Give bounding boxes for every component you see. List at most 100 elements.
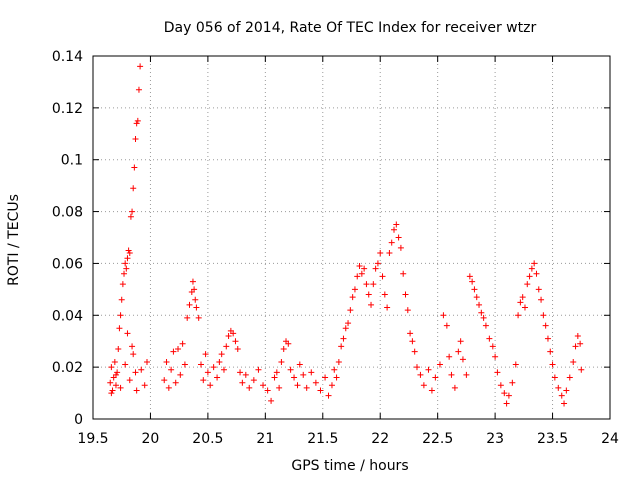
data-point bbox=[356, 263, 363, 270]
data-point bbox=[168, 366, 175, 373]
plot-frame bbox=[92, 55, 611, 420]
data-point bbox=[566, 374, 573, 381]
data-point bbox=[480, 314, 487, 321]
data-point bbox=[363, 281, 370, 288]
data-point bbox=[404, 307, 411, 314]
data-point bbox=[428, 387, 435, 394]
data-point bbox=[114, 369, 121, 376]
data-point bbox=[578, 366, 585, 373]
data-point bbox=[347, 307, 354, 314]
x-tick-label: 23.5 bbox=[537, 431, 568, 447]
data-point bbox=[186, 301, 193, 308]
data-point bbox=[126, 250, 133, 257]
y-tick-label: 0.1 bbox=[61, 153, 83, 169]
data-point bbox=[540, 312, 547, 319]
data-point bbox=[237, 369, 244, 376]
x-axis-label: GPS time / hours bbox=[291, 458, 408, 474]
data-point bbox=[417, 371, 424, 378]
data-point bbox=[117, 312, 124, 319]
data-point bbox=[551, 374, 558, 381]
data-point bbox=[402, 291, 409, 298]
data-point bbox=[216, 358, 223, 365]
data-point bbox=[446, 353, 453, 360]
data-point bbox=[308, 369, 315, 376]
data-point bbox=[388, 239, 395, 246]
data-point bbox=[294, 382, 301, 389]
data-point bbox=[133, 120, 140, 127]
data-point bbox=[129, 343, 136, 350]
chart-title: Day 056 of 2014, Rate Of TEC Index for r… bbox=[164, 20, 537, 36]
data-point bbox=[118, 296, 125, 303]
data-point bbox=[328, 382, 335, 389]
data-point bbox=[225, 333, 232, 340]
data-point bbox=[570, 358, 577, 365]
x-tick-label: 22.5 bbox=[422, 431, 453, 447]
data-point bbox=[400, 270, 407, 277]
data-point bbox=[220, 366, 227, 373]
data-point bbox=[451, 384, 458, 391]
data-point bbox=[130, 351, 137, 358]
data-point bbox=[333, 374, 340, 381]
y-tick-label: 0.06 bbox=[52, 256, 83, 272]
data-point bbox=[202, 351, 209, 358]
data-point bbox=[535, 286, 542, 293]
data-point bbox=[192, 296, 199, 303]
data-point bbox=[193, 304, 200, 311]
data-point bbox=[127, 213, 134, 220]
data-point bbox=[207, 382, 214, 389]
data-point bbox=[542, 322, 549, 329]
data-point bbox=[526, 273, 533, 280]
data-point bbox=[195, 314, 202, 321]
data-point bbox=[181, 361, 188, 368]
data-point bbox=[296, 361, 303, 368]
x-tick-label: 21 bbox=[256, 431, 274, 447]
grid bbox=[93, 56, 610, 419]
data-point bbox=[478, 309, 485, 316]
data-point bbox=[455, 348, 462, 355]
data-point bbox=[246, 384, 253, 391]
data-point bbox=[273, 369, 280, 376]
data-point bbox=[351, 286, 358, 293]
data-point bbox=[124, 255, 131, 262]
y-tick-label: 0.08 bbox=[52, 205, 83, 221]
data-point bbox=[111, 358, 118, 365]
x-tick-label: 22 bbox=[371, 431, 389, 447]
data-point bbox=[469, 278, 476, 285]
y-axis-label: ROTI / TECUs bbox=[6, 194, 22, 286]
data-point bbox=[129, 208, 136, 215]
data-point bbox=[260, 382, 267, 389]
data-point bbox=[177, 371, 184, 378]
data-point bbox=[210, 364, 217, 371]
data-point bbox=[331, 366, 338, 373]
data-point bbox=[574, 333, 581, 340]
data-point bbox=[239, 379, 246, 386]
data-point bbox=[354, 273, 361, 280]
data-point bbox=[372, 265, 379, 272]
data-point bbox=[409, 338, 416, 345]
data-point bbox=[349, 294, 356, 301]
data-point bbox=[122, 361, 129, 368]
x-tick-label: 23 bbox=[486, 431, 504, 447]
data-point bbox=[264, 387, 271, 394]
data-point bbox=[131, 164, 138, 171]
data-point bbox=[358, 270, 365, 277]
data-point bbox=[443, 322, 450, 329]
data-point bbox=[384, 304, 391, 311]
data-point bbox=[482, 322, 489, 329]
data-point bbox=[361, 265, 368, 272]
data-point bbox=[509, 379, 516, 386]
data-point bbox=[561, 400, 568, 407]
data-point bbox=[134, 117, 141, 124]
y-tick-label: 0.12 bbox=[52, 101, 83, 117]
data-point bbox=[170, 348, 177, 355]
data-point bbox=[184, 314, 191, 321]
data-point bbox=[436, 361, 443, 368]
data-point bbox=[563, 387, 570, 394]
data-point bbox=[125, 247, 132, 254]
data-point bbox=[287, 366, 294, 373]
data-point bbox=[197, 361, 204, 368]
data-point bbox=[524, 281, 531, 288]
data-point bbox=[489, 343, 496, 350]
data-point bbox=[109, 387, 116, 394]
data-point bbox=[189, 278, 196, 285]
